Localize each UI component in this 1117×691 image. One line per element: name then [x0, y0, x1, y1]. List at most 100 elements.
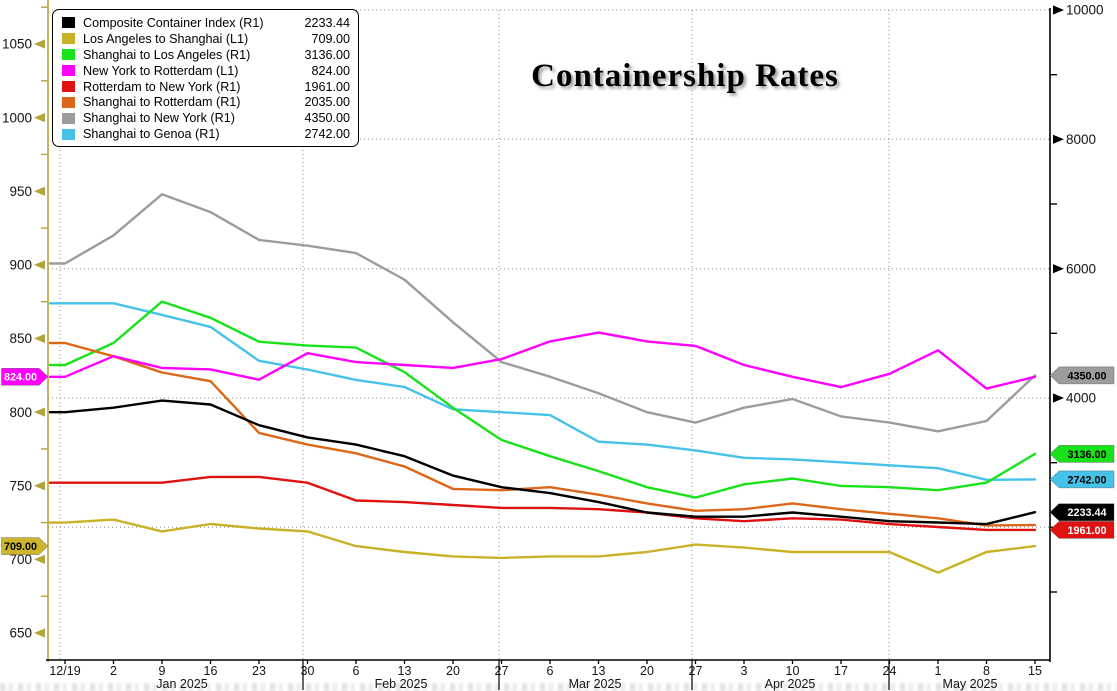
right-axis-arrow-tick: [1053, 264, 1064, 274]
left-axis-arrow-tick: [34, 260, 45, 270]
tag-la-to-shanghai: [1, 537, 49, 555]
legend-item-shanghai-to-ny[interactable]: Shanghai to New York (R1) 4350.00: [62, 110, 350, 126]
month-label: May 2025: [943, 677, 998, 691]
left-axis-tick-label: 750: [9, 478, 32, 493]
right-axis-arrow-tick: [1053, 393, 1064, 403]
line-ny-to-rotterdam: [48, 331, 1037, 390]
value-tags: 2233.44 709.00 3136.00 824.00 1961.00 4350.00…: [1, 366, 1115, 555]
x-tick-label: 16: [204, 664, 218, 678]
legend-label: Shanghai to Rotterdam (R1): [83, 95, 241, 110]
left-axis-arrow-tick: [34, 333, 45, 344]
right-axis: 4000 6000 8000 10000: [1049, 3, 1104, 662]
legend-box: Composite Container Index (R1) 2233.44 Los…: [52, 9, 359, 148]
x-tick-label: 10: [786, 664, 800, 678]
legend-label: Shanghai to Genoa (R1): [83, 127, 220, 142]
x-tick-label: 20: [446, 664, 460, 678]
legend-label: Shanghai to Los Angeles (R1): [83, 47, 251, 62]
la-to-shanghai-swatch-icon: [62, 33, 75, 45]
x-tick-label: 30: [301, 664, 315, 678]
left-axis-arrow-tick: [34, 554, 45, 564]
legend-label: Rotterdam to New York (R1): [83, 79, 241, 94]
x-axis: 12/19291623306132027613202731017241815Ja…: [46, 659, 1050, 691]
legend-label: New York to Rotterdam (L1): [83, 63, 239, 78]
bottom-watermark-band: [0, 683, 1117, 691]
tag-shanghai-to-genoa-value: 2742.00: [1067, 474, 1106, 486]
shanghai-to-ny-swatch-icon: [62, 112, 75, 124]
legend-label: Composite Container Index (R1): [83, 15, 264, 30]
right-axis-arrow-tick: [1053, 5, 1064, 15]
tag-shanghai-to-genoa: [1049, 470, 1115, 489]
left-axis-arrow-tick: [34, 186, 45, 196]
line-shanghai-to-genoa: [48, 302, 1037, 481]
left-axis-tick-label: 700: [9, 552, 32, 567]
left-axis-tick-label: 800: [9, 405, 32, 420]
tag-la-to-shanghai-value: 709.00: [4, 541, 37, 553]
left-axis-tick-label: 950: [9, 184, 32, 199]
rotterdam-to-ny-swatch-icon: [62, 81, 75, 92]
tag-ny-to-rotterdam: [1, 368, 49, 386]
legend-label: Shanghai to New York (R1): [83, 111, 235, 126]
ny-to-rotterdam-swatch-icon: [62, 65, 75, 77]
legend-item-shanghai-to-rotterdam[interactable]: Shanghai to Rotterdam (R1) 2035.00: [62, 94, 350, 110]
legend-item-la-to-shanghai[interactable]: Los Angeles to Shanghai (L1) 709.00: [62, 31, 350, 47]
x-tick-label: 2: [110, 664, 117, 678]
left-axis-arrow-tick: [34, 113, 45, 123]
right-axis-tick-label: 6000: [1066, 261, 1096, 276]
month-label: Apr 2025: [765, 677, 816, 691]
line-composite: [48, 399, 1037, 526]
right-axis-tick-label: 10000: [1066, 3, 1104, 18]
left-axis-tick-label: 900: [9, 258, 32, 273]
tag-shanghai-to-la-value: 3136.00: [1067, 449, 1106, 461]
legend-value: 1961.00: [304, 79, 350, 94]
x-tick-label: 13: [398, 664, 412, 678]
line-shanghai-to-ny: [48, 193, 1037, 433]
month-label: Feb 2025: [375, 677, 428, 691]
x-tick-label: 13: [592, 664, 606, 678]
month-label: Mar 2025: [569, 677, 622, 691]
shanghai-to-rotterdam-swatch-icon: [62, 96, 75, 108]
x-tick-label: 12/19: [49, 664, 80, 678]
x-tick-label: 17: [834, 664, 848, 678]
chart-title: Containership Rates: [531, 58, 839, 94]
x-tick-label: 20: [640, 664, 654, 678]
legend-item-ny-to-rotterdam[interactable]: New York to Rotterdam (L1) 824.00: [62, 63, 350, 79]
line-la-to-shanghai: [48, 518, 1037, 574]
x-tick-label: 23: [252, 664, 266, 678]
right-axis-tick-label: 4000: [1066, 391, 1096, 406]
x-tick-label: 3: [741, 664, 748, 678]
x-tick-label: 8: [983, 664, 990, 678]
legend-value: 709.00: [311, 31, 350, 46]
x-tick-label: 6: [547, 664, 554, 678]
legend-item-composite[interactable]: Composite Container Index (R1) 2233.44: [62, 15, 350, 31]
left-axis-tick-label: 650: [9, 626, 32, 641]
left-axis-arrow-tick: [34, 628, 45, 638]
tag-shanghai-to-ny-value: 4350.00: [1067, 370, 1106, 382]
x-tick-label: 9: [159, 664, 166, 678]
x-tick-label: 1: [935, 664, 942, 678]
tag-shanghai-to-la: [1049, 445, 1115, 463]
left-axis-arrow-tick: [34, 481, 45, 491]
tag-rotterdam-to-ny-value: 1961.00: [1067, 525, 1106, 537]
tag-ny-to-rotterdam-value: 824.00: [4, 372, 37, 384]
x-tick-label: 15: [1028, 664, 1042, 678]
tag-composite: [1049, 503, 1115, 521]
legend-value: 2233.44: [304, 15, 350, 30]
x-tick-label: 27: [495, 664, 509, 678]
left-axis-tick-label: 1050: [2, 37, 32, 52]
legend-label: Los Angeles to Shanghai (L1): [83, 31, 249, 46]
legend-value: 2035.00: [304, 95, 350, 110]
line-shanghai-to-rotterdam: [48, 341, 1037, 527]
legend-value: 2742.00: [304, 127, 350, 142]
legend-value: 4350.00: [304, 111, 350, 126]
left-axis-tick-label: 1000: [2, 110, 32, 125]
legend-item-shanghai-to-genoa[interactable]: Shanghai to Genoa (R1) 2742.00: [62, 126, 350, 142]
composite-swatch-icon: [62, 17, 75, 29]
left-axis-arrow-tick: [34, 407, 45, 417]
series-lines: [48, 193, 1037, 574]
legend-item-rotterdam-to-ny[interactable]: Rotterdam to New York (R1) 1961.00: [62, 79, 350, 95]
legend-item-shanghai-to-la[interactable]: Shanghai to Los Angeles (R1) 3136.00: [62, 47, 350, 63]
right-axis-tick-label: 8000: [1066, 132, 1096, 147]
month-label: Jan 2025: [156, 677, 207, 691]
